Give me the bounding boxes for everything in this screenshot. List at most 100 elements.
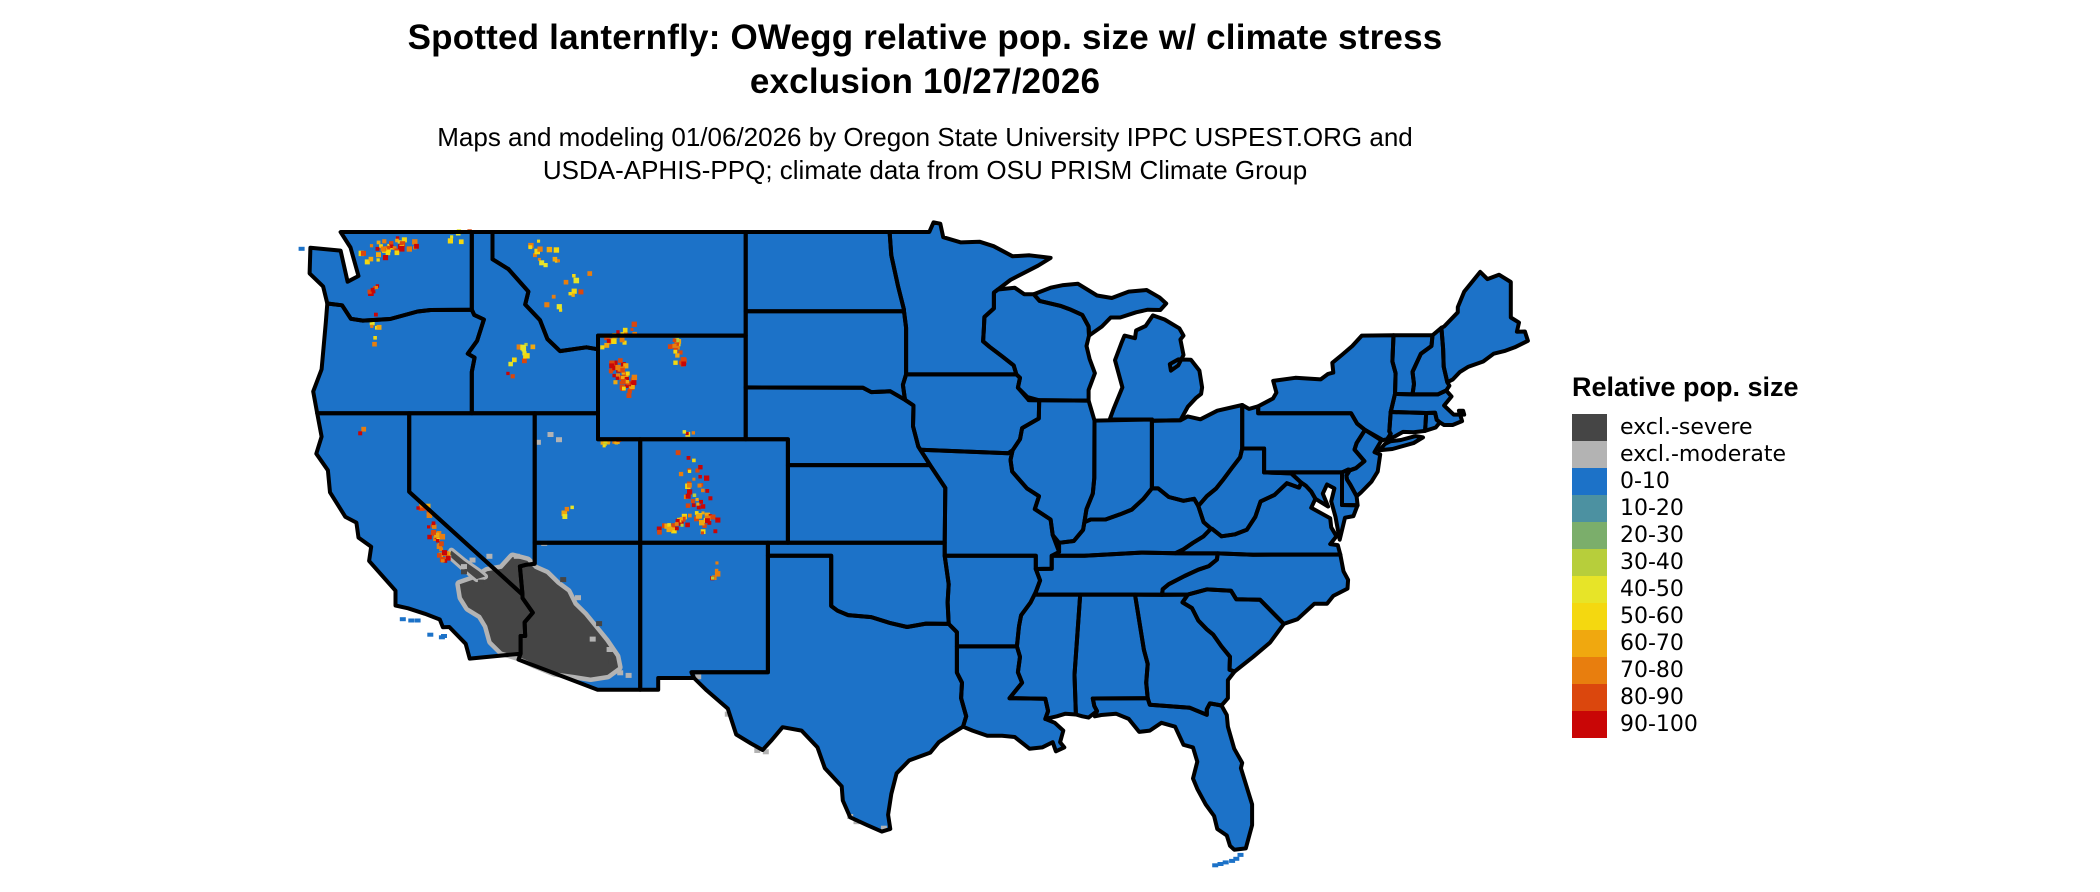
hotspot-pixel <box>675 526 679 531</box>
hotspot-pixel <box>432 524 437 529</box>
hotspot-pixel <box>705 489 710 493</box>
hotspot-pixel <box>688 513 692 518</box>
island-pixel <box>1212 863 1219 868</box>
legend: Relative pop. size excl.-severe excl.-mod… <box>1572 371 1799 738</box>
hotspot-pixel <box>578 289 584 295</box>
hotspot-pixel <box>435 539 440 543</box>
state-fill-ga <box>1135 594 1235 715</box>
hotspot-pixel <box>510 374 515 379</box>
hotspot-pixel <box>698 465 703 470</box>
hotspot-pixel <box>671 527 677 534</box>
state-border-me <box>1439 269 1530 385</box>
hotspot-pixel <box>620 368 625 373</box>
hotspot-pixel <box>506 371 510 376</box>
hotspot-pixel <box>426 510 431 514</box>
legend-swatch <box>1572 495 1607 522</box>
hotspot-pixel <box>441 550 447 556</box>
hotspot-pixel <box>667 526 673 532</box>
hotspot-pixel <box>704 475 710 481</box>
exclusion-severe-region-2 <box>449 550 486 580</box>
title-line1: Spotted lanternfly: OWegg relative pop. … <box>407 18 1443 57</box>
hotspot-pixel <box>609 360 615 366</box>
legend-item: 50-60 <box>1572 603 1799 630</box>
hotspot-pixel <box>422 506 427 511</box>
island-pixel <box>298 246 305 251</box>
state-fill-tx <box>691 555 967 832</box>
hotspot-pixel <box>556 304 562 310</box>
hotspot-pixel <box>406 246 412 252</box>
state-fill-nc <box>1162 553 1349 624</box>
hotspot-pixel <box>667 523 671 527</box>
hotspot-pixel <box>376 252 381 258</box>
legend-item: 60-70 <box>1572 630 1799 657</box>
state-fill-ct <box>1387 412 1427 440</box>
state-fill-vt <box>1392 335 1433 395</box>
state-fill-il <box>1010 400 1095 543</box>
hotspot-pixel <box>401 237 407 243</box>
hotspot-pixel <box>692 458 696 463</box>
state-fill-ut <box>534 413 641 543</box>
hotspot-pixel <box>678 360 683 365</box>
hotspot-pixel <box>680 357 687 363</box>
hotspot-pixel <box>609 370 613 374</box>
legend-item: excl.-severe <box>1572 414 1799 441</box>
exclusion-moderate-pixel <box>695 674 702 680</box>
state-border-mi <box>1107 313 1205 423</box>
legend-item: 20-30 <box>1572 522 1799 549</box>
state-fill-sd <box>745 311 907 400</box>
legend-item: 30-40 <box>1572 549 1799 576</box>
hotspot-pixel <box>533 253 537 258</box>
exclusion-overlay <box>445 432 887 831</box>
legend-item-label: 60-70 <box>1620 631 1684 656</box>
hotspot-pixel <box>544 302 550 308</box>
state-border-tx <box>689 553 969 834</box>
state-fill-ms <box>1009 592 1081 719</box>
hotspot-pixel <box>615 376 619 380</box>
hotspot-pixel <box>700 504 706 509</box>
exclusion-severe-pixel <box>461 569 467 575</box>
state-border-nj <box>1344 427 1384 499</box>
hotspot-pixel <box>675 450 681 456</box>
hotspot-pixel <box>524 342 528 347</box>
hotspot-pixel <box>441 559 445 563</box>
state-fill-ma <box>1390 390 1465 425</box>
hotspot-pixel <box>373 286 377 290</box>
hotspot-pixel <box>587 271 593 276</box>
hotspot-pixel <box>678 520 684 526</box>
hotspot-pixel <box>627 388 632 394</box>
hotspot-pixel <box>386 248 391 253</box>
island-pixel <box>441 634 447 638</box>
island-pixel <box>414 618 421 623</box>
hotspot-pixel <box>561 510 568 517</box>
state-fill-tn <box>1035 552 1218 595</box>
island-pixels <box>298 246 1244 868</box>
legend-items: excl.-severe excl.-moderate 0-10 10-20 20-30… <box>1572 414 1799 738</box>
hotspot-pixel <box>571 288 577 294</box>
hotspot-pixel <box>696 502 700 506</box>
hotspot-pixel <box>568 292 572 296</box>
hotspot-pixel <box>361 426 367 432</box>
hotspot-pixel <box>711 576 715 580</box>
legend-swatch <box>1572 549 1607 576</box>
hotspot-pixel <box>573 277 580 284</box>
exclusion-moderate-pixel <box>589 636 596 642</box>
hotspot-pixel <box>431 521 436 526</box>
exclusion-severe-pixel <box>596 621 603 627</box>
hotspot-pixel <box>559 308 563 312</box>
state-fill-nv <box>409 413 535 595</box>
title-line2: exclusion 10/27/2026 <box>749 62 1101 101</box>
hotspot-pixel <box>572 274 576 278</box>
hotspot-pixel <box>695 497 699 502</box>
hotspot-pixel <box>427 534 432 540</box>
hotspot-pixel <box>687 482 692 488</box>
island-pixel <box>408 618 415 623</box>
hotspot-pixel <box>385 250 391 256</box>
hotspot-pixel <box>602 444 606 448</box>
hotspot-pixel <box>386 245 391 250</box>
hotspot-pixel <box>376 258 380 262</box>
subtitle-line1: Maps and modeling 01/06/2026 by Oregon S… <box>437 122 1413 152</box>
hotspot-pixel <box>699 519 705 526</box>
exclusion-moderate-pixel <box>513 553 520 559</box>
state-fill-miu <box>1033 283 1167 336</box>
state-fill-id <box>467 232 598 414</box>
